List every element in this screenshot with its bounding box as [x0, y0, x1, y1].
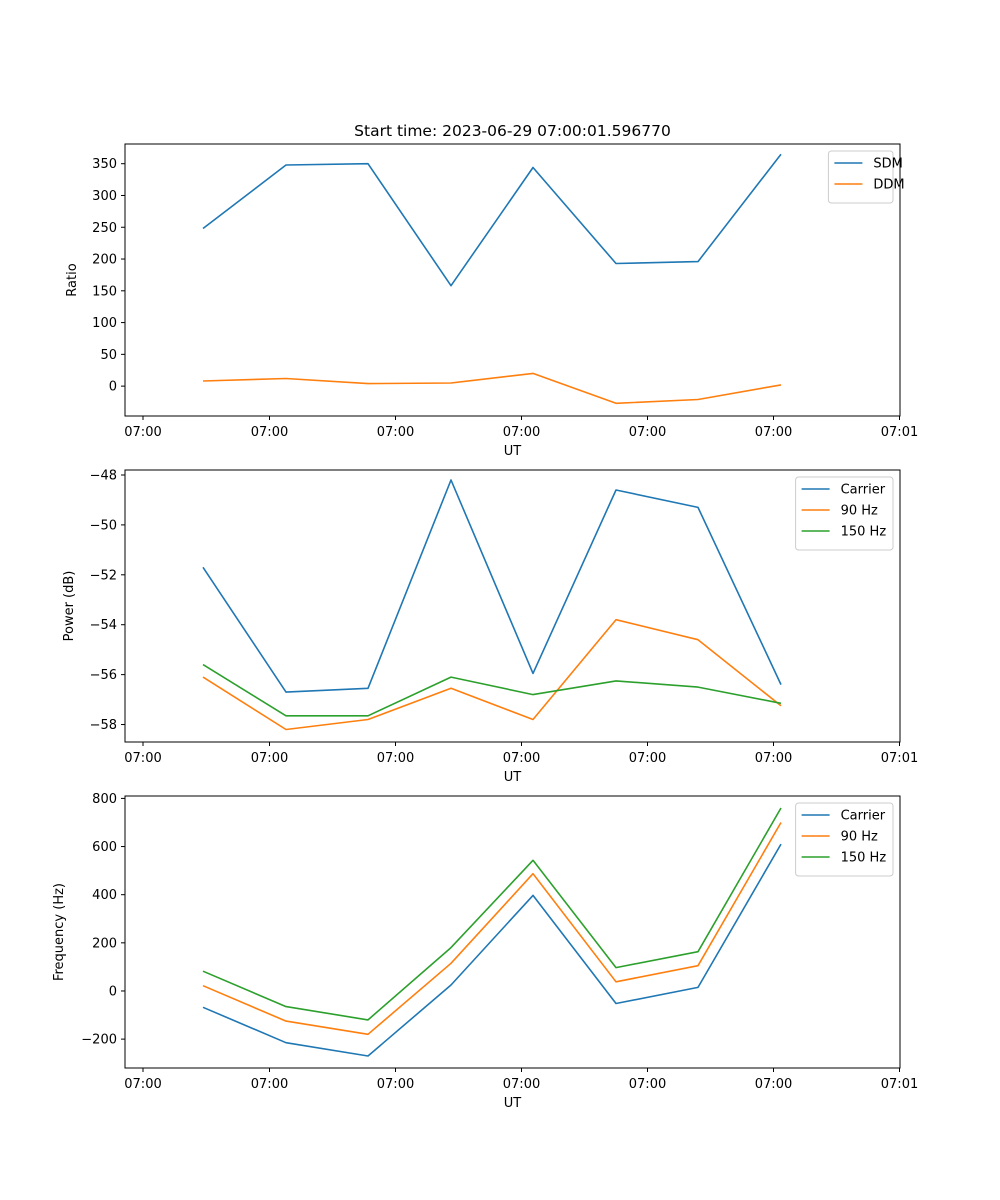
x-tick-label: 07:00: [124, 1077, 161, 1092]
x-tick-label: 07:00: [377, 1077, 414, 1092]
series-line-carrier: [202, 479, 782, 693]
y-tick-label: −48: [90, 468, 117, 483]
chart-panel-1: 07:00 07:00 07:00 07:00 07:00 07:00 07:01 0 50 10…: [65, 143, 918, 459]
x-tick-label: 07:00: [377, 425, 414, 440]
series-line-ddm: [202, 372, 782, 405]
x-tick-label: 07:00: [755, 751, 792, 766]
legend-box: [827, 150, 894, 204]
y-tick-label: 200: [92, 936, 117, 951]
y-tick-label: 350: [92, 157, 117, 172]
y-tick-label: −54: [90, 618, 117, 633]
y-axis-label: Power (dB): [62, 571, 77, 642]
series-line-150-hz: [202, 807, 782, 1021]
chart-panel-3: 07:00 07:00 07:00 07:00 07:00 07:00 07:01 −200 0…: [52, 792, 918, 1111]
series-line-carrier: [202, 843, 782, 1057]
y-tick-label: 600: [92, 840, 117, 855]
legend-label: 90 Hz: [841, 504, 878, 519]
y-tick-label: 50: [100, 348, 117, 363]
y-axis-label: Ratio: [65, 263, 80, 296]
legend-label: Carrier: [841, 809, 886, 824]
series-line-90-hz: [202, 618, 782, 731]
y-tick-label: 400: [92, 888, 117, 903]
y-tick-label: −56: [90, 668, 117, 683]
legend-label: SDM: [873, 157, 902, 172]
x-tick-label: 07:00: [503, 1077, 540, 1092]
x-tick-label: 07:00: [124, 751, 161, 766]
figure-title: Start time: 2023-06-29 07:00:01.596770: [354, 122, 671, 140]
series-line-150-hz: [202, 663, 782, 717]
legend-label: Carrier: [841, 483, 886, 498]
x-tick-label: 07:00: [755, 425, 792, 440]
x-tick-label: 07:00: [629, 1077, 666, 1092]
x-tick-label: 07:00: [251, 751, 288, 766]
y-tick-label: 150: [92, 284, 117, 299]
x-axis-label: UT: [504, 1096, 522, 1111]
legend-label: DDM: [873, 178, 904, 193]
x-axis-label: UT: [504, 770, 522, 785]
legend: SDM DDM: [827, 150, 905, 204]
x-tick-label: 07:00: [755, 1077, 792, 1092]
x-tick-label: 07:00: [124, 425, 161, 440]
legend: Carrier 90 Hz 150 Hz: [795, 476, 894, 551]
y-tick-label: −50: [90, 518, 117, 533]
y-tick-label: 800: [92, 792, 117, 807]
x-tick-label: 07:00: [377, 751, 414, 766]
x-tick-label: 07:01: [881, 425, 918, 440]
y-tick-label: 200: [92, 253, 117, 268]
y-tick-label: 250: [92, 221, 117, 236]
axes-frame: [124, 795, 901, 1069]
y-tick-label: −52: [90, 568, 117, 583]
legend: Carrier 90 Hz 150 Hz: [795, 802, 894, 877]
legend-label: 150 Hz: [841, 525, 887, 540]
x-tick-label: 07:00: [251, 1077, 288, 1092]
legend-label: 90 Hz: [841, 830, 878, 845]
y-tick-label: −200: [81, 1033, 117, 1048]
chart-panel-2: 07:00 07:00 07:00 07:00 07:00 07:00 07:01 −58 −5…: [62, 468, 918, 785]
x-tick-label: 07:00: [503, 751, 540, 766]
x-tick-label: 07:01: [881, 751, 918, 766]
y-tick-label: −58: [90, 718, 117, 733]
axes-frame: [124, 143, 901, 417]
y-tick-label: 0: [109, 984, 117, 999]
series-line-sdm: [202, 153, 782, 287]
y-tick-label: 300: [92, 189, 117, 204]
y-tick-label: 0: [109, 380, 117, 395]
series-line-90-hz: [202, 822, 782, 1036]
x-tick-label: 07:01: [881, 1077, 918, 1092]
axes-frame: [124, 469, 901, 743]
x-tick-label: 07:00: [629, 751, 666, 766]
y-axis-label: Frequency (Hz): [52, 883, 67, 981]
x-tick-label: 07:00: [251, 425, 288, 440]
x-tick-label: 07:00: [503, 425, 540, 440]
y-tick-label: 100: [92, 316, 117, 331]
legend-label: 150 Hz: [841, 851, 887, 866]
x-tick-label: 07:00: [629, 425, 666, 440]
x-axis-label: UT: [504, 444, 522, 459]
